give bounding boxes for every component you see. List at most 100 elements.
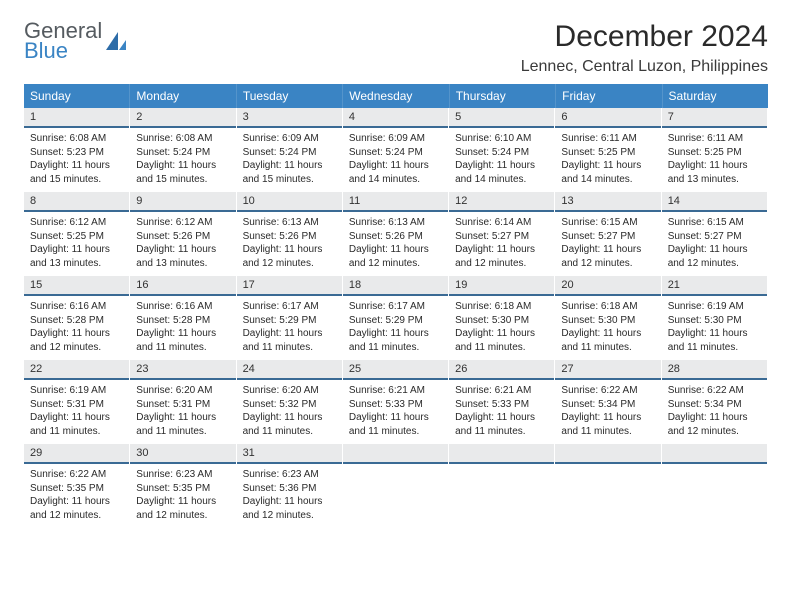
sunrise-line: Sunrise: 6:12 AM: [30, 216, 123, 230]
sunset-line: Sunset: 5:31 PM: [136, 398, 229, 412]
sunset-line: Sunset: 5:35 PM: [30, 482, 123, 496]
day-number: 1: [24, 108, 129, 128]
day-body: Sunrise: 6:14 AMSunset: 5:27 PMDaylight:…: [449, 215, 554, 270]
day-number: 8: [24, 192, 129, 212]
sunrise-line: Sunrise: 6:08 AM: [136, 132, 229, 146]
day-number: 7: [662, 108, 767, 128]
day-body: Sunrise: 6:16 AMSunset: 5:28 PMDaylight:…: [24, 299, 129, 354]
logo: General Blue: [24, 20, 128, 62]
sunrise-line: Sunrise: 6:10 AM: [455, 132, 548, 146]
day-number: 25: [343, 360, 448, 380]
day-body: Sunrise: 6:17 AMSunset: 5:29 PMDaylight:…: [237, 299, 342, 354]
sunset-line: Sunset: 5:27 PM: [455, 230, 548, 244]
day-cell: 9Sunrise: 6:12 AMSunset: 5:26 PMDaylight…: [130, 192, 236, 276]
week-row: 8 Sunrise: 6:12 AMSunset: 5:25 PM Daylight…: [24, 192, 768, 276]
day-number: 14: [662, 192, 767, 212]
location: Lennec, Central Luzon, Philippines: [521, 58, 768, 76]
day-cell: 17 Sunrise: 6:17 AMSunset: 5:29 PMDayligh…: [237, 276, 343, 360]
sunrise-line: Sunrise: 6:11 AM: [561, 132, 654, 146]
day-number: 27: [555, 360, 660, 380]
sunrise-line: Sunrise: 6:19 AM: [668, 300, 761, 314]
daylight-line: Daylight: 11 hours and 12 minutes.: [668, 411, 761, 438]
day-cell: 5 Sunrise: 6:10 AMSunset: 5:24 PMDaylight…: [449, 108, 555, 192]
sunrise-line: Sunrise: 6:08 AM: [30, 132, 123, 146]
sunrise-line: Sunrise: 6:09 AM: [243, 132, 336, 146]
day-body: Sunrise: 6:20 AMSunset: 5:32 PMDaylight:…: [237, 383, 342, 438]
sunrise-line: Sunrise: 6:16 AM: [30, 300, 123, 314]
sunrise-line: Sunrise: 6:21 AM: [455, 384, 548, 398]
sunset-line: Sunset: 5:25 PM: [668, 146, 761, 160]
day-body: [555, 467, 660, 513]
daylight-line: Daylight: 11 hours and 11 minutes.: [561, 327, 654, 354]
day-body: Sunrise: 6:20 AMSunset: 5:31 PMDaylight:…: [130, 383, 235, 438]
day-body: Sunrise: 6:09 AMSunset: 5:24 PMDaylight:…: [237, 131, 342, 186]
sunset-line: Sunset: 5:26 PM: [349, 230, 442, 244]
daylight-line: Daylight: 11 hours and 11 minutes.: [30, 411, 123, 438]
day-number: 5: [449, 108, 554, 128]
sunrise-line: Sunrise: 6:13 AM: [243, 216, 336, 230]
day-body: Sunrise: 6:22 AMSunset: 5:35 PMDaylight:…: [24, 467, 129, 522]
day-body: Sunrise: 6:23 AMSunset: 5:35 PMDaylight:…: [130, 467, 235, 522]
sunset-line: Sunset: 5:29 PM: [243, 314, 336, 328]
day-body: Sunrise: 6:13 AMSunset: 5:26 PMDaylight:…: [343, 215, 448, 270]
day-body: Sunrise: 6:11 AMSunset: 5:25 PMDaylight:…: [555, 131, 660, 186]
daylight-line: Daylight: 11 hours and 11 minutes.: [136, 327, 229, 354]
day-number: 12: [449, 192, 554, 212]
day-number: [449, 444, 554, 464]
daylight-line: Daylight: 11 hours and 11 minutes.: [243, 327, 336, 354]
sunrise-line: Sunrise: 6:19 AM: [30, 384, 123, 398]
day-number: 18: [343, 276, 448, 296]
sunset-line: Sunset: 5:26 PM: [136, 230, 229, 244]
day-body: Sunrise: 6:11 AMSunset: 5:25 PMDaylight:…: [662, 131, 767, 186]
sunrise-line: Sunrise: 6:20 AM: [243, 384, 336, 398]
day-body: Sunrise: 6:18 AMSunset: 5:30 PMDaylight:…: [555, 299, 660, 354]
day-body: Sunrise: 6:17 AMSunset: 5:29 PMDaylight:…: [343, 299, 448, 354]
sunrise-line: Sunrise: 6:22 AM: [30, 468, 123, 482]
day-number: 3: [237, 108, 342, 128]
sunset-line: Sunset: 5:24 PM: [455, 146, 548, 160]
sunset-line: Sunset: 5:29 PM: [349, 314, 442, 328]
day-cell: 1Sunrise: 6:08 AMSunset: 5:23 PMDaylight…: [24, 108, 130, 192]
day-cell: [662, 444, 768, 528]
week-row: 29Sunrise: 6:22 AMSunset: 5:35 PMDayligh…: [24, 444, 768, 528]
day-number: 10: [237, 192, 342, 212]
day-cell: 4Sunrise: 6:09 AMSunset: 5:24 PMDaylight…: [343, 108, 449, 192]
logo-sail-icon: [104, 30, 128, 52]
sunrise-line: Sunrise: 6:22 AM: [668, 384, 761, 398]
sunset-line: Sunset: 5:34 PM: [561, 398, 654, 412]
day-cell: 25Sunrise: 6:21 AMSunset: 5:33 PMDayligh…: [343, 360, 449, 444]
daylight-line: Daylight: 11 hours and 12 minutes.: [668, 243, 761, 270]
day-number: 26: [449, 360, 554, 380]
sunset-line: Sunset: 5:33 PM: [349, 398, 442, 412]
day-cell: 24Sunrise: 6:20 AMSunset: 5:32 PMDayligh…: [237, 360, 343, 444]
day-body: Sunrise: 6:21 AMSunset: 5:33 PMDaylight:…: [449, 383, 554, 438]
daylight-line: Daylight: 11 hours and 12 minutes.: [30, 327, 123, 354]
day-body: Sunrise: 6:13 AMSunset: 5:26 PMDaylight:…: [237, 215, 342, 270]
day-number: 19: [449, 276, 554, 296]
sunset-line: Sunset: 5:25 PM: [30, 230, 123, 244]
day-header: Monday: [130, 84, 236, 108]
day-header: Wednesday: [343, 84, 449, 108]
daylight-line: Daylight: 11 hours and 11 minutes.: [349, 411, 442, 438]
day-number: 17: [237, 276, 342, 296]
calendar-page: General Blue December 2024 Lennec, Centr…: [0, 0, 792, 548]
day-number: 16: [130, 276, 235, 296]
day-cell: 22Sunrise: 6:19 AMSunset: 5:31 PMDayligh…: [24, 360, 130, 444]
sunrise-line: Sunrise: 6:22 AM: [561, 384, 654, 398]
day-number: 11: [343, 192, 448, 212]
sunset-line: Sunset: 5:34 PM: [668, 398, 761, 412]
day-cell: 16Sunrise: 6:16 AMSunset: 5:28 PMDayligh…: [130, 276, 236, 360]
day-header: Sunday: [24, 84, 130, 108]
day-cell: 13Sunrise: 6:15 AMSunset: 5:27 PMDayligh…: [555, 192, 661, 276]
day-cell: 2Sunrise: 6:08 AMSunset: 5:24 PMDaylight…: [130, 108, 236, 192]
day-cell: 21Sunrise: 6:19 AMSunset: 5:30 PMDayligh…: [662, 276, 768, 360]
header: General Blue December 2024 Lennec, Centr…: [24, 20, 768, 76]
sunset-line: Sunset: 5:27 PM: [561, 230, 654, 244]
week-row: 1Sunrise: 6:08 AMSunset: 5:23 PMDaylight…: [24, 108, 768, 192]
sunset-line: Sunset: 5:23 PM: [30, 146, 123, 160]
daylight-line: Daylight: 11 hours and 11 minutes.: [455, 411, 548, 438]
sunrise-line: Sunrise: 6:15 AM: [561, 216, 654, 230]
day-cell: [449, 444, 555, 528]
daylight-line: Daylight: 11 hours and 15 minutes.: [136, 159, 229, 186]
daylight-line: Daylight: 11 hours and 14 minutes.: [455, 159, 548, 186]
